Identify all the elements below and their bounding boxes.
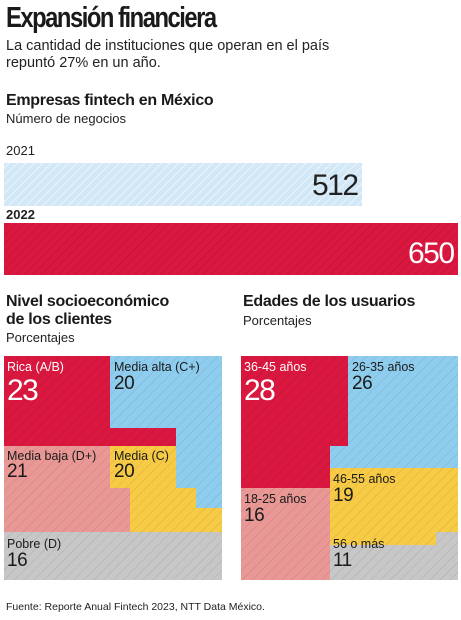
page-subtitle: La cantidad de instituciones que operan … [6,38,330,71]
ages-value-18-25: 16 [244,505,265,526]
bar-2021 [4,163,362,206]
ages-label-26-35: 26-35 años [352,360,415,374]
ages-heading: Edades de los usuarios [243,293,416,310]
ses-value-rica: 23 [7,374,39,407]
ses-value-media-alta: 20 [114,373,135,394]
ses-value-media: 20 [114,461,135,482]
ages-subheading: Porcentajes [243,313,312,328]
ages-value-26-35: 26 [352,373,373,394]
fintech-subheading: Número de negocios [6,111,126,126]
page-title: Expansión financiera [6,2,217,34]
bar-value-2022: 650 [408,237,455,270]
ses-value-pobre: 16 [7,550,28,571]
fintech-heading: Empresas fintech en México [6,92,214,109]
ages-value-46-55: 19 [333,485,354,506]
ses-label-media-baja: Media baja (D+) [7,449,97,463]
ages-treemap [241,356,458,580]
ages-value-36-45: 28 [244,374,276,407]
year-label-2021: 2021 [6,143,35,158]
ses-heading-line1: Nivel socioeconómico [6,293,169,310]
ses-label-rica: Rica (A/B) [7,360,64,374]
source-note: Fuente: Reporte Anual Fintech 2023, NTT … [6,601,265,613]
ages-label-36-45: 36-45 años [244,360,307,374]
ages-label-18-25: 18-25 años [244,492,307,506]
ages-label-46-55: 46-55 años [333,472,396,486]
ages-label-56-mas: 56 o más [333,537,385,551]
ses-value-media-baja: 21 [7,461,28,482]
fintech-bar-chart [4,163,458,275]
ses-treemap [4,356,222,580]
ses-label-media-alta: Media alta (C+) [114,360,200,374]
ses-subheading: Porcentajes [6,330,75,345]
ses-label-media: Media (C) [114,449,169,463]
bar-2022 [4,223,458,275]
ages-value-56-mas: 11 [333,550,352,571]
bar-value-2021: 512 [312,169,359,202]
year-label-2022: 2022 [6,207,35,222]
ses-label-pobre: Pobre (D) [7,537,62,551]
ses-heading-line2: de los clientes [6,311,112,328]
